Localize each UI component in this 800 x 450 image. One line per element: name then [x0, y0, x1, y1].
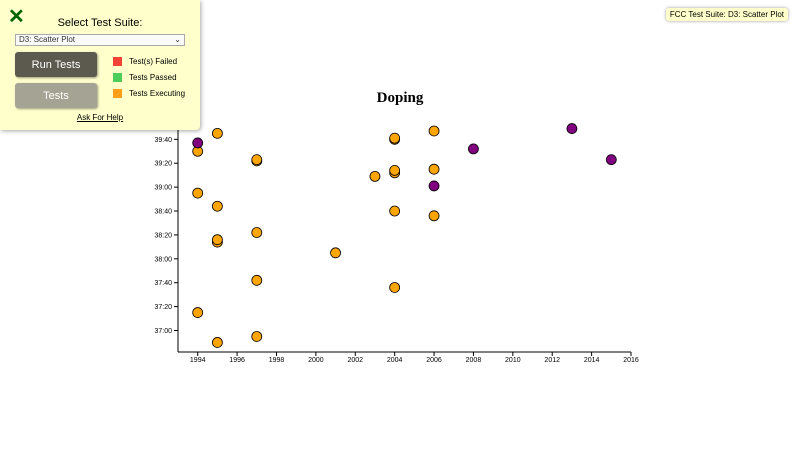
data-point: [428, 125, 440, 137]
data-point: [251, 331, 263, 342]
x-tick: 2014: [584, 352, 600, 364]
x-tick-label: 2014: [584, 357, 600, 364]
data-point: [192, 137, 204, 149]
y-tick: 37:00: [154, 328, 178, 335]
test-suite-panel: ✕ Select Test Suite: D3: Scatter Plot ⌄ R…: [0, 0, 200, 130]
data-point: [211, 127, 223, 139]
tests-button[interactable]: Tests: [15, 83, 97, 108]
x-tick: 2002: [347, 352, 363, 364]
close-icon[interactable]: ✕: [8, 6, 25, 28]
run-tests-button[interactable]: Run Tests: [15, 52, 97, 77]
passed-swatch: [113, 73, 122, 82]
data-point: [389, 164, 401, 176]
legend-label: Test(s) Failed: [129, 57, 178, 66]
y-tick: 37:40: [154, 280, 178, 287]
y-tick-label: 39:00: [154, 185, 172, 192]
data-point: [389, 205, 401, 217]
y-tick-label: 37:40: [154, 280, 172, 287]
y-tick: 39:00: [154, 185, 178, 192]
chart-title: Doping: [376, 90, 424, 106]
y-tick-label: 39:40: [154, 137, 172, 144]
data-point: [211, 200, 223, 212]
y-tick-label: 38:20: [154, 232, 172, 239]
data-point: [428, 163, 440, 175]
data-point: [566, 123, 578, 134]
data-point: [428, 210, 440, 222]
legend-passed: Tests Passed: [113, 73, 177, 82]
x-tick-label: 2002: [347, 357, 363, 364]
test-suite-badge: FCC Test Suite: D3: Scatter Plot: [665, 8, 788, 21]
data-point: [211, 234, 223, 246]
x-tick-label: 2008: [466, 357, 482, 364]
y-tick-label: 38:40: [154, 209, 172, 216]
chevron-down-icon: ⌄: [174, 35, 181, 44]
x-tick: 2006: [426, 352, 442, 364]
x-tick-label: 2006: [426, 357, 442, 364]
data-point: [605, 154, 617, 166]
test-suite-select[interactable]: D3: Scatter Plot ⌄: [15, 34, 185, 46]
data-point: [428, 180, 440, 192]
y-tick: 39:40: [154, 137, 178, 144]
data-point: [211, 337, 223, 348]
data-point: [389, 282, 401, 293]
ask-for-help-link[interactable]: Ask For Help: [76, 113, 124, 122]
y-tick-label: 37:00: [154, 328, 172, 335]
x-tick-label: 2010: [505, 357, 521, 364]
y-tick: 38:40: [154, 209, 178, 216]
x-tick: 1996: [229, 352, 245, 364]
legend-executing: Tests Executing: [113, 89, 185, 98]
x-tick-label: 1994: [190, 357, 206, 364]
y-tick: 39:20: [154, 161, 178, 168]
y-tick: 38:00: [154, 256, 178, 263]
failed-swatch: [113, 57, 122, 66]
data-point: [369, 170, 381, 182]
data-point: [468, 143, 479, 155]
x-tick: 2004: [387, 352, 403, 364]
data-point: [192, 187, 204, 199]
data-point: [251, 154, 263, 166]
x-tick: 2008: [466, 352, 482, 364]
legend-label: Tests Executing: [129, 89, 186, 98]
data-point: [251, 274, 263, 286]
x-tick-label: 1996: [229, 357, 245, 364]
y-tick: 37:20: [154, 304, 178, 311]
y-tick-label: 39:20: [154, 161, 172, 168]
select-suite-label: Select Test Suite:: [57, 17, 143, 29]
executing-swatch: [113, 89, 122, 98]
x-tick-label: 2016: [623, 357, 639, 364]
x-tick-label: 2012: [544, 357, 560, 364]
data-point: [251, 227, 263, 238]
x-tick: 1994: [190, 352, 206, 364]
data-point: [192, 307, 204, 318]
x-tick: 1998: [269, 352, 285, 364]
data-point: [330, 247, 341, 259]
data-point: [389, 132, 401, 144]
x-tick: 2016: [623, 352, 639, 364]
selected-suite: D3: Scatter Plot: [19, 35, 76, 44]
x-tick-label: 2004: [387, 357, 403, 364]
x-tick: 2000: [308, 352, 324, 364]
y-tick-label: 38:00: [154, 256, 172, 263]
x-tick: 2010: [505, 352, 521, 364]
y-tick: 38:20: [154, 232, 178, 239]
x-tick-label: 1998: [269, 357, 285, 364]
x-tick-label: 2000: [308, 357, 324, 364]
y-tick-label: 37:20: [154, 304, 172, 311]
x-tick: 2012: [544, 352, 560, 364]
legend-failed: Test(s) Failed: [113, 57, 177, 66]
legend-label: Tests Passed: [129, 73, 177, 82]
